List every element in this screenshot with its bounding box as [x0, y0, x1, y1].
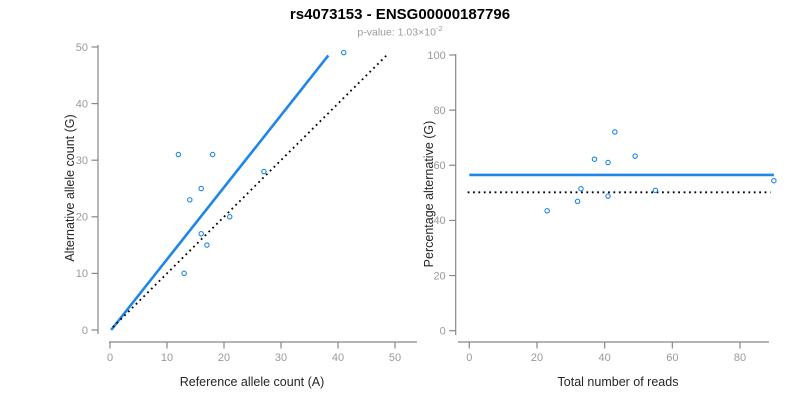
x-tick-label: 0	[466, 352, 472, 364]
y-tick-label: 50	[76, 42, 88, 54]
data-point	[209, 151, 216, 158]
y-axis-title: Alternative allele count (G)	[63, 114, 77, 261]
data-point	[187, 197, 193, 203]
x-tick-label: 30	[275, 352, 287, 364]
data-point	[340, 49, 347, 56]
x-tick-label: 40	[599, 352, 611, 364]
x-tick-label: 20	[218, 352, 230, 364]
y-axis-title: Percentage alternative (G)	[422, 121, 436, 268]
y-tick-label: 30	[76, 155, 88, 167]
y-tick-label: 100	[427, 50, 445, 62]
p-value-exponent: -2	[435, 24, 443, 33]
y-tick-label: 20	[433, 270, 445, 282]
x-axis-title: Reference allele count (A)	[180, 375, 325, 389]
x-tick-label: 20	[531, 352, 543, 364]
x-tick-label: 40	[332, 352, 344, 364]
x-tick-label: 50	[389, 352, 401, 364]
y-tick-label: 0	[440, 326, 446, 338]
x-tick-label: 0	[107, 352, 113, 364]
fitted-allelic-ratio-line	[110, 54, 330, 331]
p-value-label: p-value:	[357, 26, 398, 39]
data-point	[612, 129, 618, 135]
x-axis-title: Total number of reads	[558, 375, 679, 389]
x-tick-label: 60	[666, 352, 678, 364]
figure-title: rs4073153 - ENSG00000187796	[289, 6, 511, 23]
y-tick-label: 10	[76, 268, 88, 280]
x-tick-label: 10	[161, 352, 173, 364]
figure-subtitle: p-value: 1.03×10-2	[0, 24, 800, 39]
identity-line	[112, 54, 388, 328]
data-point	[181, 270, 187, 277]
p-value-base: 1.03×10	[397, 26, 436, 39]
data-point	[204, 242, 210, 248]
data-point	[605, 193, 611, 199]
data-point	[198, 231, 204, 237]
y-tick-label: 80	[433, 105, 445, 117]
data-point	[226, 214, 233, 220]
data-point	[652, 187, 659, 194]
data-point	[574, 198, 581, 205]
y-tick-label: 0	[82, 325, 88, 337]
data-point	[544, 208, 550, 214]
data-point	[175, 151, 182, 158]
y-tick-label: 20	[76, 212, 88, 224]
data-point	[198, 185, 204, 192]
data-point	[578, 185, 584, 192]
y-tick-label: 60	[433, 160, 445, 172]
data-point	[605, 159, 611, 166]
data-point	[771, 177, 777, 184]
data-point	[261, 168, 267, 175]
x-tick-label: 80	[734, 352, 746, 364]
y-tick-label: 40	[76, 98, 88, 110]
y-tick-label: 40	[433, 215, 445, 227]
data-point	[632, 153, 638, 159]
data-point	[591, 156, 598, 162]
